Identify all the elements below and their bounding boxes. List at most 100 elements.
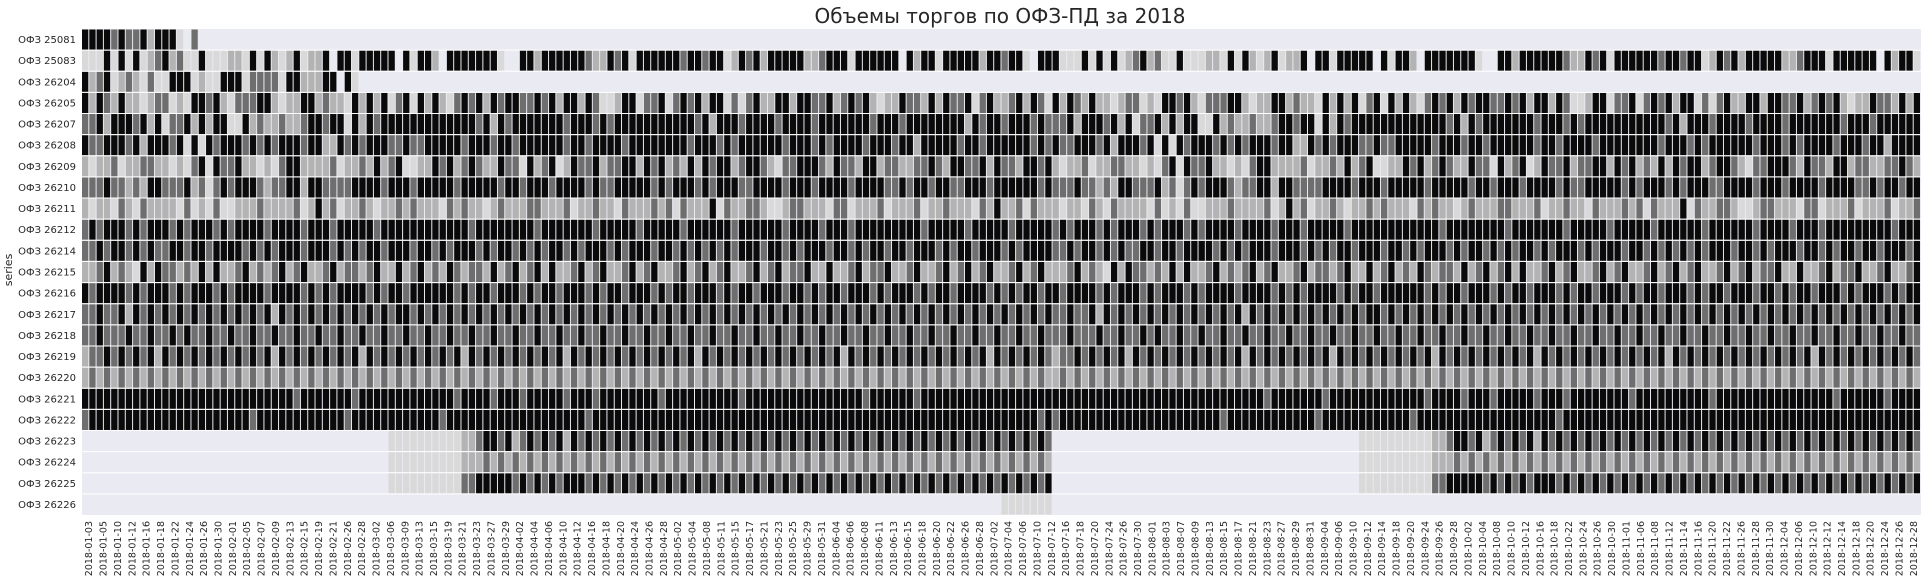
heatmap-cell [1585,409,1592,430]
heatmap-cell [1329,240,1337,261]
heatmap-cell [1388,430,1395,452]
x-tick-label: 2018-01-24 [185,521,196,576]
heatmap-cell [899,198,906,219]
heatmap-cell [446,240,454,261]
heatmap-cell [1643,135,1650,156]
heatmap-cell [913,473,921,494]
heatmap-cell [1001,135,1008,156]
heatmap-cell [1125,346,1132,367]
heatmap-cell [1052,156,1059,177]
heatmap-cell [1796,219,1804,240]
heatmap-cell [468,367,476,388]
heatmap-cell [213,367,220,388]
heatmap-cell [899,114,906,135]
heatmap-cell [965,452,972,473]
heatmap-cell [833,346,840,367]
heatmap-cell [1008,346,1016,367]
heatmap-cell [1818,240,1826,261]
heatmap-cell [1169,135,1176,156]
heatmap-cell [943,283,950,304]
heatmap-cell [184,261,191,283]
heatmap-cell [738,304,746,325]
heatmap-cell [1417,409,1424,430]
heatmap-cell [767,325,775,346]
heatmap-cell [1541,304,1548,325]
heatmap-cell [1008,283,1016,304]
heatmap-cell [1716,304,1723,325]
heatmap-cell [1140,325,1147,346]
heatmap-cell [775,325,782,346]
heatmap-cell [1205,304,1213,325]
heatmap-cell [206,92,213,114]
heatmap-cell [454,219,461,240]
heatmap-cell [680,304,687,325]
heatmap-cell [1796,135,1804,156]
heatmap-cell [1235,92,1242,114]
heatmap-cell [454,367,461,388]
heatmap-cell [1227,114,1235,135]
heatmap-cell [257,177,264,198]
heatmap-cell [767,283,775,304]
heatmap-cell [899,240,906,261]
heatmap-cell [1811,114,1818,135]
heatmap-cell [1242,177,1249,198]
heatmap-cell [512,114,519,135]
heatmap-cell [1249,346,1256,367]
heatmap-cell [89,135,96,156]
heatmap-cell [1483,388,1490,409]
heatmap-cell [1410,219,1417,240]
heatmap-cell [1687,156,1694,177]
heatmap-cell [1767,135,1775,156]
heatmap-cell [286,261,293,283]
heatmap-cell [972,283,979,304]
heatmap-cell [811,92,819,114]
heatmap-cell [665,473,673,494]
heatmap-cell [1877,452,1884,473]
heatmap-cell [505,325,512,346]
heatmap-cell [877,240,884,261]
heatmap-cell [293,304,300,325]
heatmap-cell [1643,325,1650,346]
heatmap-cell [665,50,673,71]
heatmap-cell [1030,346,1037,367]
heatmap-cell [979,473,986,494]
heatmap-cell [563,283,570,304]
heatmap-cell [1125,409,1132,430]
heatmap-cell [789,50,797,71]
heatmap-cell [1490,219,1497,240]
heatmap-cell [1176,367,1183,388]
heatmap-cell [870,50,877,71]
heatmap-cell [1315,346,1322,367]
heatmap-cell [928,219,935,240]
heatmap-cell [1702,325,1709,346]
heatmap-cell [1001,304,1008,325]
heatmap-cell [1585,135,1592,156]
heatmap-cell [257,346,264,367]
heatmap-cell [1308,409,1315,430]
heatmap-cell [738,367,746,388]
heatmap-cell [300,409,308,430]
heatmap-cell [549,219,556,240]
heatmap-cell [1030,452,1037,473]
heatmap-cell [1315,283,1322,304]
heatmap-cell [1366,388,1373,409]
heatmap-cell [1264,135,1271,156]
heatmap-cell [1753,304,1760,325]
heatmap-cell [1782,198,1789,219]
y-axis-label: series [2,253,15,286]
heatmap-cell [1782,50,1789,71]
heatmap-cell [1811,452,1818,473]
heatmap-cell [899,219,906,240]
heatmap-cell [585,198,592,219]
heatmap-cell [1118,92,1125,114]
heatmap-cell [1862,135,1869,156]
heatmap-cell [308,367,315,388]
heatmap-cell [1110,177,1118,198]
heatmap-cell [943,388,950,409]
heatmap-cell [570,452,578,473]
heatmap-cell [578,261,585,283]
heatmap-cell [1110,114,1118,135]
heatmap-cell [1796,409,1804,430]
heatmap-cell [206,50,213,71]
heatmap-cell [1840,388,1848,409]
